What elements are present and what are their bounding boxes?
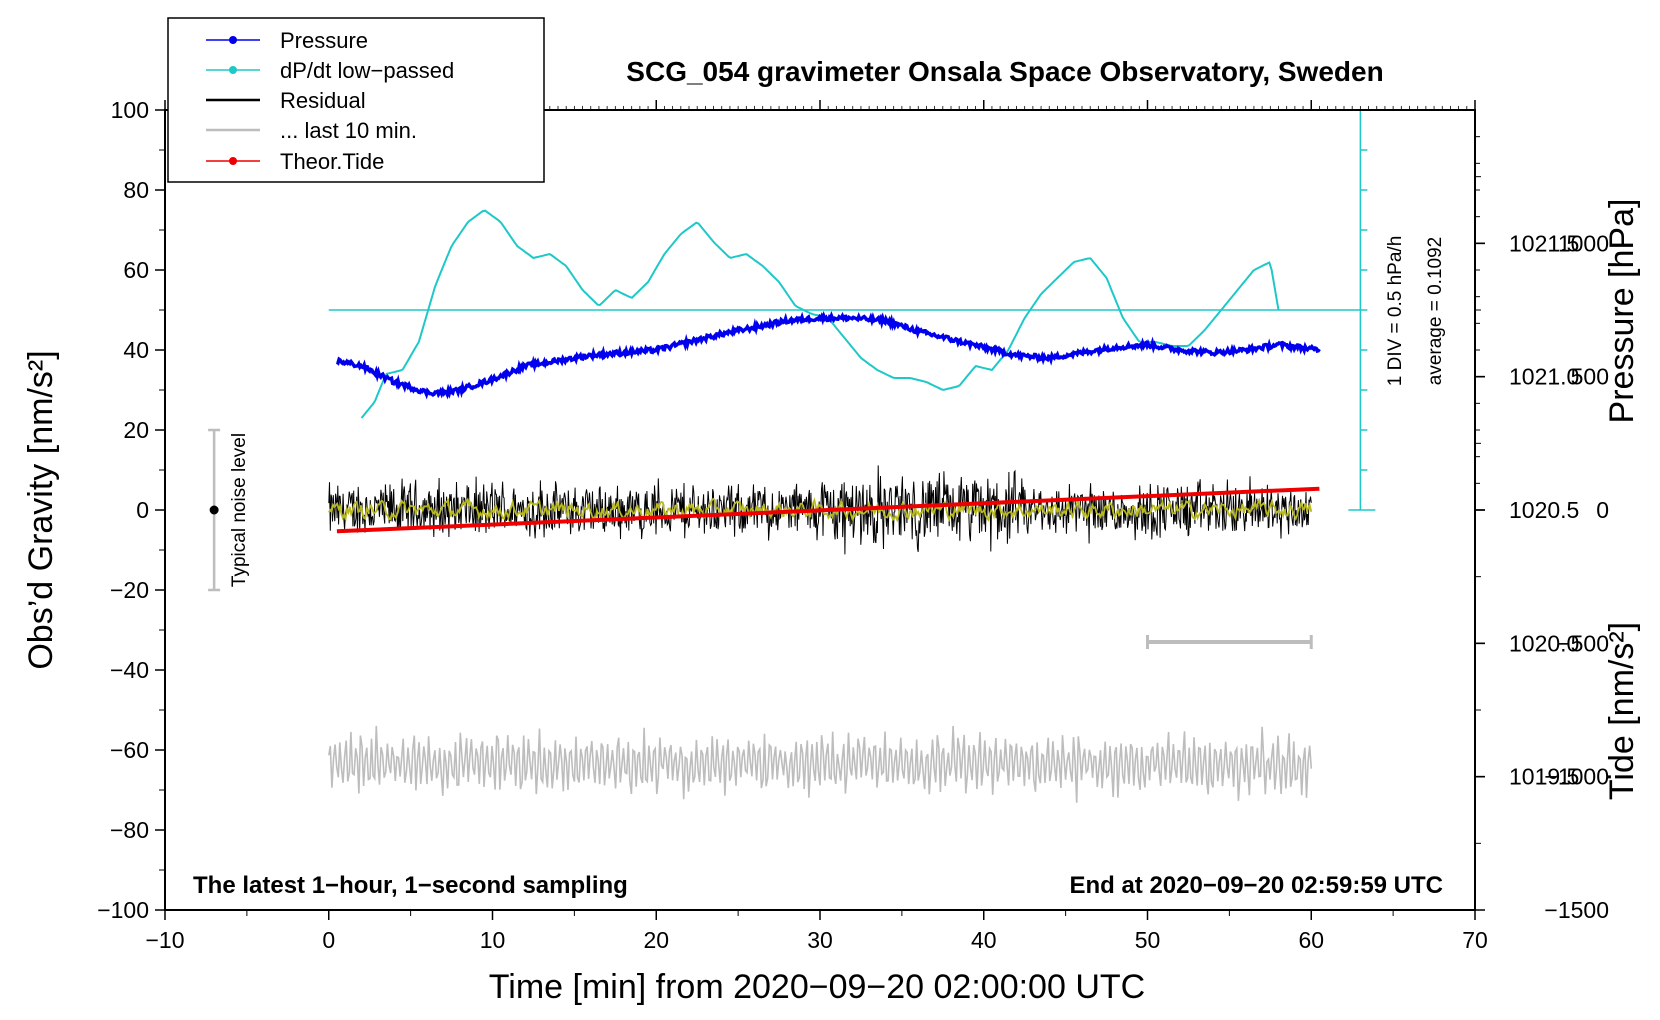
y-tick-label: −100: [97, 897, 149, 923]
y-tick-label: −40: [110, 657, 149, 683]
y-axis-title-tide: Tide [nm/s²]: [1603, 622, 1641, 800]
noise-level-label: Typical noise level: [229, 433, 250, 587]
legend-item-dpdt: dP/dt low−passed: [206, 58, 454, 83]
y-tick-label: 100: [111, 97, 149, 123]
series-line-residual: [328, 465, 1312, 555]
legend-label-last10: ... last 10 min.: [280, 118, 417, 143]
x-tick-label: 50: [1135, 927, 1161, 953]
legend-label-pressure: Pressure: [280, 28, 368, 53]
tide-tick-label: 500: [1571, 364, 1609, 390]
y-tick-label: 0: [136, 497, 149, 523]
tide-tick-label: −1500: [1544, 897, 1609, 923]
tide-tick-label: −1000: [1544, 764, 1609, 790]
tide-tick-label: −500: [1557, 630, 1609, 656]
legend-item-tide: Theor.Tide: [206, 149, 384, 174]
legend-marker-tide: [229, 157, 237, 165]
legend-item-last10: ... last 10 min.: [206, 118, 417, 143]
legend-label-dpdt: dP/dt low−passed: [280, 58, 454, 83]
pressure-tick-label: 1020.0: [1509, 630, 1579, 656]
dpdt-average-label: average = 0.1092: [1425, 237, 1446, 385]
legend: Pressure dP/dt low−passed Residual ... l…: [167, 17, 545, 183]
pressure-tick-label: 1021.0: [1509, 364, 1579, 390]
legend-item-pressure: Pressure: [206, 28, 368, 53]
axis-ticks: [155, 100, 1485, 920]
pressure-tick-label: 1019.5: [1509, 764, 1579, 790]
y-tick-label: 20: [123, 417, 149, 443]
chart-title: SCG_054 gravimeter Onsala Space Observat…: [626, 56, 1383, 87]
series-line-last-10-min: [328, 725, 1313, 803]
legend-label-tide: Theor.Tide: [280, 149, 384, 174]
tide-tick-label: 1000: [1558, 230, 1609, 256]
y-axis-title-pressure: Pressure [hPa]: [1603, 199, 1641, 424]
tick-labels: −10 0 10 20 30 40 50 60 70−100−80−60−40−20020406…: [97, 97, 1609, 953]
y-tick-label: 40: [123, 337, 149, 363]
pressure-tick-label: 1020.5: [1509, 497, 1579, 523]
x-axis-title: Time [min] from 2020−09−20 02:00:00 UTC: [489, 968, 1145, 1006]
x-tick-label: 10: [480, 927, 506, 953]
x-tick-label: 0: [322, 927, 335, 953]
series-layer: [328, 209, 1361, 803]
y-tick-label: 80: [123, 177, 149, 203]
series-line-residual-smoothed: [328, 497, 1313, 523]
y-tick-label: −80: [110, 817, 149, 843]
footer-left-note: The latest 1−hour, 1−second sampling: [193, 872, 628, 899]
legend-marker-dpdt: [229, 66, 237, 74]
x-tick-label: 70: [1462, 927, 1488, 953]
legend-marker-pressure: [229, 36, 237, 44]
legend-label-residual: Residual: [280, 88, 366, 113]
x-tick-label: −10: [145, 927, 184, 953]
pressure-tick-label: 1021.5: [1509, 230, 1579, 256]
dpdt-scale-label: 1 DIV = 0.5 hPa/h: [1385, 236, 1406, 387]
y-axis-title-left: Obs’d Gravity [nm/s²]: [22, 350, 60, 669]
noise-level-bar: [208, 428, 221, 592]
footer-right-note: End at 2020−09−20 02:59:59 UTC: [1069, 872, 1443, 899]
series-line-tide: [336, 486, 1320, 534]
y-tick-label: −60: [110, 737, 149, 763]
last-10-min-bracket: [1146, 635, 1313, 649]
x-tick-label: 40: [971, 927, 997, 953]
x-tick-label: 30: [807, 927, 833, 953]
y-tick-label: 60: [123, 257, 149, 283]
tide-tick-label: 0: [1596, 497, 1609, 523]
x-tick-label: 20: [643, 927, 669, 953]
legend-item-residual: Residual: [206, 88, 366, 113]
x-tick-label: 60: [1298, 927, 1324, 953]
noise-bar-center-dot: [209, 505, 219, 515]
series-line-pressure: [335, 310, 1321, 400]
y-tick-label: −20: [110, 577, 149, 603]
